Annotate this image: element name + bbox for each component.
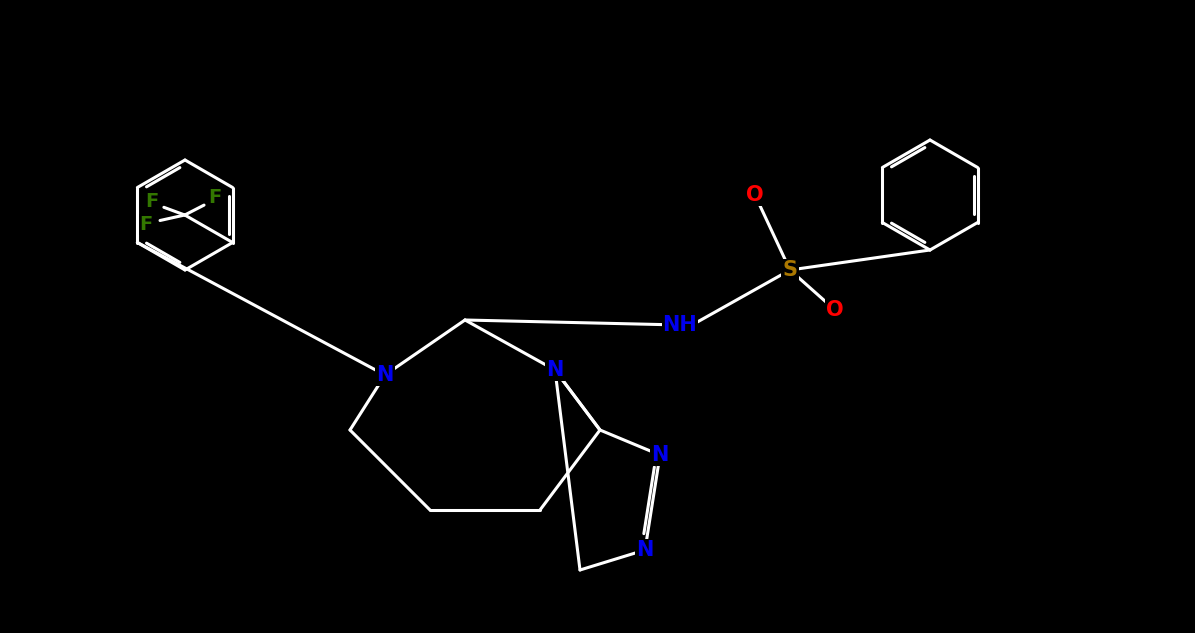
Text: N: N [651,445,669,465]
Text: F: F [208,188,221,207]
Text: NH: NH [662,315,698,335]
Text: N: N [636,540,654,560]
Text: N: N [376,365,393,385]
Text: F: F [140,215,153,234]
Text: N: N [546,360,564,380]
Text: S: S [783,260,797,280]
Text: O: O [746,185,764,205]
Text: F: F [145,192,159,211]
Text: O: O [826,300,844,320]
